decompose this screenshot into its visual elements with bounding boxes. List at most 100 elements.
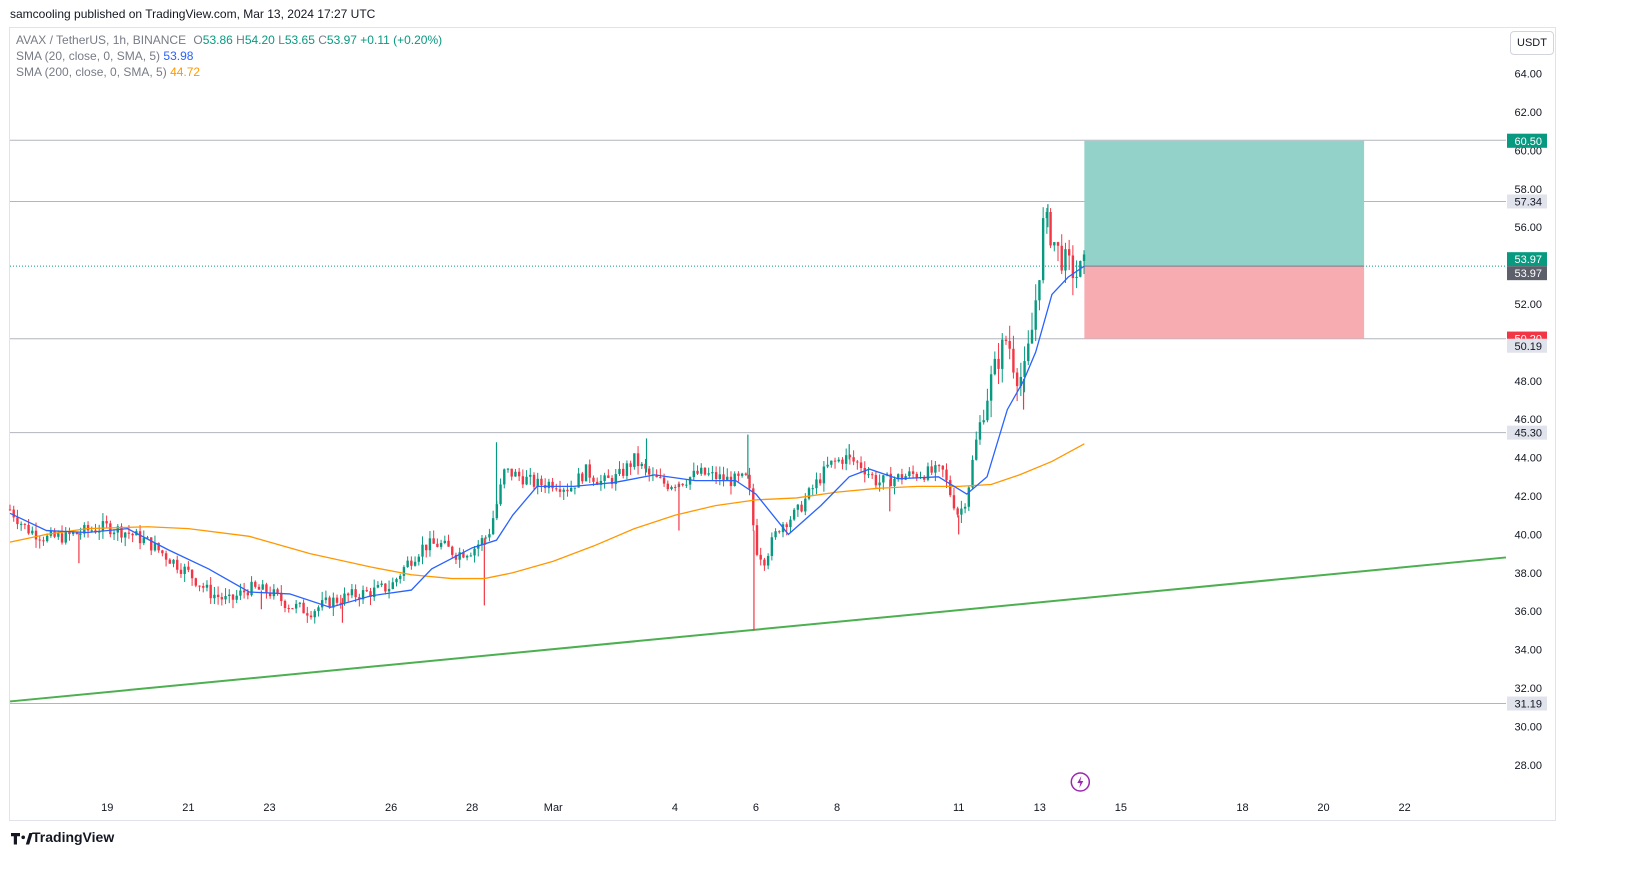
candle-body: [956, 508, 959, 515]
candle-body: [584, 464, 588, 482]
price-tick-label: 48.00: [1514, 376, 1542, 388]
candle-body: [685, 484, 688, 486]
candle-body: [937, 465, 941, 467]
candle-body: [562, 489, 565, 492]
position-zones: [1084, 140, 1365, 339]
candle-body: [986, 400, 989, 421]
candle-body: [391, 582, 394, 589]
candle-body: [365, 590, 368, 592]
time-tick-label: 23: [263, 802, 275, 814]
candle-body: [525, 476, 528, 485]
sma20-value: 53.98: [163, 49, 194, 63]
candle-body: [101, 521, 105, 532]
candle-body: [599, 480, 603, 485]
candle-body: [778, 531, 781, 533]
candle-body: [878, 482, 881, 486]
candle-body: [867, 474, 870, 476]
high-label: H: [236, 33, 245, 47]
candle-body: [369, 591, 372, 598]
candle-body: [833, 460, 837, 462]
candle-body: [462, 552, 465, 558]
candle-body: [874, 475, 878, 486]
candle-body: [60, 533, 64, 543]
candle-body: [644, 463, 647, 469]
candle-body: [198, 585, 201, 587]
sma20-line: [9, 265, 1085, 609]
candle-body: [257, 586, 261, 590]
candle-body: [982, 420, 985, 423]
candle-body: [146, 537, 149, 539]
candle-body: [971, 459, 974, 488]
candle-body: [696, 470, 699, 474]
candle-body: [1053, 242, 1056, 246]
low-value: 53.65: [284, 33, 315, 47]
candle-body: [726, 476, 729, 481]
currency-button[interactable]: USDT: [1510, 31, 1554, 55]
symbol-label[interactable]: AVAX / TetherUS, 1h, BINANCE: [16, 33, 187, 47]
candle-body: [45, 535, 49, 542]
candle-body: [213, 594, 216, 599]
candle-body: [417, 556, 420, 562]
moving-averages-layer: [9, 265, 1085, 609]
candle-body: [640, 463, 643, 467]
sma20-label: SMA (20, close, 0, SMA, 5): [16, 49, 161, 63]
candle-body: [280, 592, 283, 601]
candle-body: [432, 538, 435, 544]
candle-body: [785, 524, 788, 528]
price-tag: [1507, 266, 1547, 281]
candle-body: [183, 566, 186, 574]
candle-body: [923, 477, 926, 480]
price-tick-label: 28.00: [1514, 760, 1542, 772]
sma200-legend[interactable]: SMA (200, close, 0, SMA, 5) 44.72: [16, 65, 200, 79]
candle-body: [569, 487, 573, 492]
candle-body: [90, 530, 93, 532]
symbol-legend: AVAX / TetherUS, 1h, BINANCE O53.86 H54.…: [16, 33, 442, 47]
time-tick-label: Mar: [544, 802, 563, 814]
footer-logo-text[interactable]: TradingView: [32, 829, 115, 845]
open-label: O: [193, 33, 203, 47]
candle-body: [150, 537, 153, 551]
candle-body: [752, 488, 755, 526]
price-tag-label: 60.50: [1514, 136, 1542, 148]
price-tag-label: 50.19: [1514, 341, 1542, 353]
candle-body: [621, 468, 625, 476]
time-tick-label: 22: [1399, 802, 1411, 814]
price-tick-label: 40.00: [1514, 529, 1542, 541]
candle-body: [588, 464, 591, 478]
ascending-trendline: [9, 556, 1507, 703]
price-tag-label: 53.97: [1514, 268, 1542, 280]
candle-body: [105, 521, 108, 524]
time-tick-label: 21: [182, 802, 194, 814]
candle-body: [952, 495, 956, 509]
candle-body: [64, 531, 67, 543]
time-tick-label: 13: [1034, 802, 1046, 814]
candle-body: [209, 584, 212, 599]
price-tick-label: 38.00: [1514, 568, 1542, 580]
candle-body: [555, 488, 558, 490]
price-tick-label: 52.00: [1514, 299, 1542, 311]
candle-body: [343, 593, 346, 604]
candle-body: [703, 467, 707, 475]
candle-body: [811, 488, 814, 490]
candle-body: [354, 589, 357, 598]
candle-body: [670, 486, 673, 490]
candle-body: [86, 525, 90, 531]
candle-body: [320, 600, 324, 608]
candle-body: [603, 475, 606, 481]
event-marker-layer: [1070, 772, 1091, 792]
sma20-legend[interactable]: SMA (20, close, 0, SMA, 5) 53.98: [16, 49, 193, 63]
candle-body: [306, 613, 309, 616]
candle-body: [436, 543, 439, 547]
candle-body: [844, 455, 848, 464]
candle-body: [138, 531, 142, 544]
time-tick-label: 20: [1317, 802, 1329, 814]
chart-pane[interactable]: [9, 27, 1556, 821]
candle-body: [629, 463, 632, 467]
candle-body: [283, 600, 287, 609]
candle-body: [804, 498, 807, 512]
candle-body: [633, 453, 636, 467]
candle-body: [614, 474, 617, 485]
price-tick-label: 34.00: [1514, 645, 1542, 657]
candle-body: [79, 533, 82, 535]
